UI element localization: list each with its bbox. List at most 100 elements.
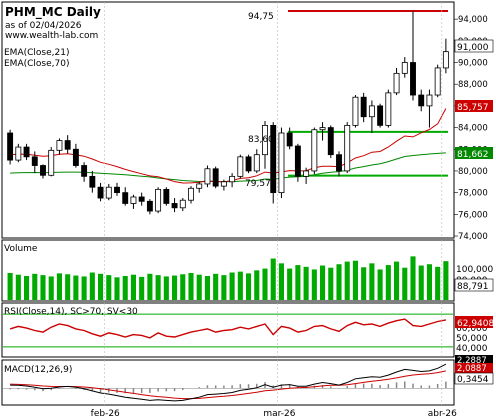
volume-bar (295, 265, 301, 300)
chart-title: PHM_MC Daily (5, 5, 101, 20)
ema21-line (10, 108, 447, 184)
volume-bar (402, 267, 408, 300)
volume-bar (352, 260, 358, 300)
candle-body (48, 149, 55, 176)
candle-body (237, 156, 244, 177)
candle-body (130, 196, 137, 204)
volume-bar (155, 275, 161, 300)
candle-body (179, 199, 186, 209)
volume-bar (262, 268, 268, 300)
rsi-line (9, 318, 447, 339)
rsi-tick-40: 40,000 (456, 344, 488, 354)
volume-bar (394, 261, 400, 300)
close-badge-bg (454, 39, 494, 53)
volume-bar (311, 269, 317, 300)
y-tick-label: 74,000 (458, 232, 488, 242)
candle-body (401, 62, 408, 74)
site-url: www.wealth-lab.com (5, 31, 98, 41)
candle-body (138, 196, 145, 202)
volume-bar (180, 274, 186, 300)
y-tick-label: 78,000 (458, 189, 488, 199)
volume-bar (7, 272, 13, 300)
macd-signal-line (10, 370, 447, 400)
macd-badge-3-bg (454, 372, 494, 385)
candle-body (220, 181, 227, 187)
y-tick-label: 80,000 (458, 167, 488, 177)
candle-body (442, 51, 449, 69)
candle-body (352, 96, 359, 126)
volume-badge: 88,791 (457, 282, 489, 292)
candle-body (81, 165, 88, 177)
candle-body (72, 148, 79, 166)
volume-bar (196, 274, 202, 300)
candle-body (229, 175, 236, 183)
candle-body (105, 186, 112, 199)
candle-body (344, 124, 351, 172)
volume-bar (81, 276, 87, 300)
candle-body (97, 186, 104, 199)
candle-body (311, 129, 318, 172)
candle-body (188, 187, 194, 201)
volume-bar (122, 276, 128, 300)
volume-bar (369, 263, 375, 300)
volume-bar (287, 268, 293, 300)
volume-bar (24, 276, 30, 300)
candle-body (155, 188, 162, 212)
macd-line (10, 363, 447, 402)
candle-body (163, 188, 170, 204)
candle-body (23, 146, 30, 158)
y-tick-label: 84,000 (458, 124, 488, 134)
x-axis-label: mar-26 (263, 409, 295, 419)
ema21-label: EMA(Close,21) (4, 48, 69, 58)
candle-body (89, 175, 96, 188)
ema70-label: EMA(Close,70) (4, 59, 69, 69)
candle-body (245, 156, 252, 172)
volume-bar (65, 274, 71, 300)
volume-bar (188, 272, 194, 300)
candle-body (114, 186, 120, 194)
candle-body (418, 94, 425, 107)
candle-body (410, 62, 416, 96)
rsi-badge-bg (455, 316, 493, 328)
volume-bar (98, 273, 104, 300)
candle-body (253, 154, 260, 172)
macd-badge-2: 2,0887 (457, 364, 487, 374)
y-tick-label: 88,000 (458, 80, 488, 90)
candle-body (303, 170, 310, 177)
candle-body (294, 145, 301, 177)
volume-bar (204, 276, 210, 300)
y-tick-label: 76,000 (458, 210, 488, 220)
candle-body (56, 140, 63, 151)
volume-bar (56, 273, 62, 300)
volume-bar (40, 275, 46, 300)
volume-bar (278, 263, 284, 300)
rsi-tick-50: 50,000 (456, 334, 488, 344)
candle-body (7, 132, 14, 161)
candle-body (385, 92, 392, 126)
volume-bar (139, 276, 145, 300)
candle-body (319, 127, 326, 131)
ema70-badge: 81,662 (457, 150, 489, 160)
candle-body (171, 203, 178, 209)
volume-bar (237, 271, 243, 300)
volume-bar (254, 270, 260, 300)
volume-bar (48, 276, 54, 300)
candle-body (262, 124, 268, 156)
x-axis-label: abr-26 (428, 409, 457, 419)
rsi-badge: 62,9408 (457, 319, 494, 329)
candle-body (327, 127, 334, 156)
close-badge: 91,000 (457, 43, 489, 53)
candle-body (146, 200, 153, 212)
candle-body (368, 105, 375, 118)
volume-bar (213, 273, 219, 300)
volume-bar (130, 274, 136, 300)
candle-body (31, 156, 38, 166)
volume-bar (435, 266, 441, 300)
volume-label: Volume (4, 244, 38, 254)
volume-bar (443, 261, 449, 300)
level-label-low: 79,57 (245, 179, 271, 189)
macd-panel-frame (1, 359, 455, 406)
rsi-label: RSI(Close,14), SC>70, SV<30 (4, 307, 138, 317)
candle-body (393, 72, 400, 94)
